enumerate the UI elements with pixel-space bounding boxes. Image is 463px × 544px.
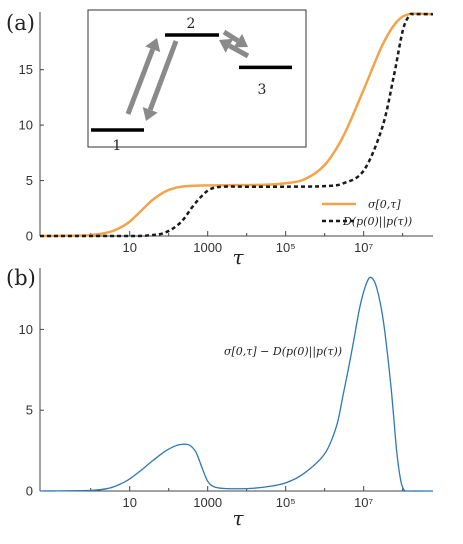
inset-frame	[87, 9, 307, 148]
x-tick-label: 10	[122, 240, 136, 255]
panel-b-label: (b)	[6, 266, 36, 290]
legend-label-divergence: D(p(0)||p(τ))	[342, 215, 412, 229]
panel-a-xlabel: τ	[232, 245, 244, 269]
panel-a-series	[39, 12, 434, 238]
panel-b-series	[39, 276, 434, 492]
y-tick-label: 5	[26, 173, 33, 188]
panel-a: (a) 0 5 10 15 10 1000 10⁵ 10⁷ 1 2 3 σ[0,τ] D(p(0)…	[6, 9, 434, 269]
panel-b-annotation: σ[0,τ] − D(p(0)||p(τ))	[224, 345, 342, 359]
y-tick-label: 10	[19, 118, 33, 133]
energy-level-inset: 1 2 3	[87, 9, 307, 154]
energy-level-label-3: 3	[258, 82, 267, 98]
y-tick-label: 15	[19, 62, 33, 77]
panel-b: (b) 0 5 10 10 1000 10⁵ 10⁷ σ[0,τ] − D(p(0)||p(…	[6, 266, 434, 530]
arrow-3-to-2-head	[219, 38, 234, 53]
x-tick-label: 1000	[193, 240, 222, 255]
energy-level-label-1: 1	[113, 138, 122, 154]
series-line-a-0	[39, 12, 434, 238]
inset-content: 1 2 3	[91, 16, 292, 154]
y-tick-label: 10	[19, 322, 33, 337]
series-line-a-1	[39, 12, 434, 238]
arrow-2-to-1-head	[142, 107, 158, 121]
x-tick-label: 10⁵	[276, 495, 296, 510]
energy-level-label-2: 2	[187, 16, 196, 32]
arrow-1-to-2-head	[145, 38, 161, 53]
panel-a-label: (a)	[6, 11, 35, 35]
arrow-3-to-2-shaft	[228, 43, 250, 59]
panel-a-legend: σ[0,τ] D(p(0)||p(τ))	[322, 198, 412, 229]
arrow-1-to-2-shaft	[125, 48, 156, 115]
x-tick-label: 10⁷	[354, 240, 373, 255]
series-line-b-0	[39, 276, 434, 492]
y-tick-label: 0	[26, 484, 33, 499]
x-tick-label: 10⁵	[276, 240, 296, 255]
y-tick-label: 0	[26, 229, 33, 244]
x-tick-label: 1000	[193, 495, 222, 510]
x-tick-label: 10	[122, 495, 136, 510]
legend-label-sigma: σ[0,τ]	[368, 198, 401, 211]
arrow-2-to-1-shaft	[147, 40, 179, 111]
arrow-2-to-3-head	[233, 33, 248, 48]
x-tick-label: 10⁷	[354, 495, 373, 510]
panel-b-xlabel: τ	[232, 506, 244, 530]
y-tick-label: 5	[26, 403, 33, 418]
arrow-2-to-3-shaft	[222, 29, 240, 43]
panel-b-axes: 0 5 10 10 1000 10⁵ 10⁷	[19, 268, 433, 510]
